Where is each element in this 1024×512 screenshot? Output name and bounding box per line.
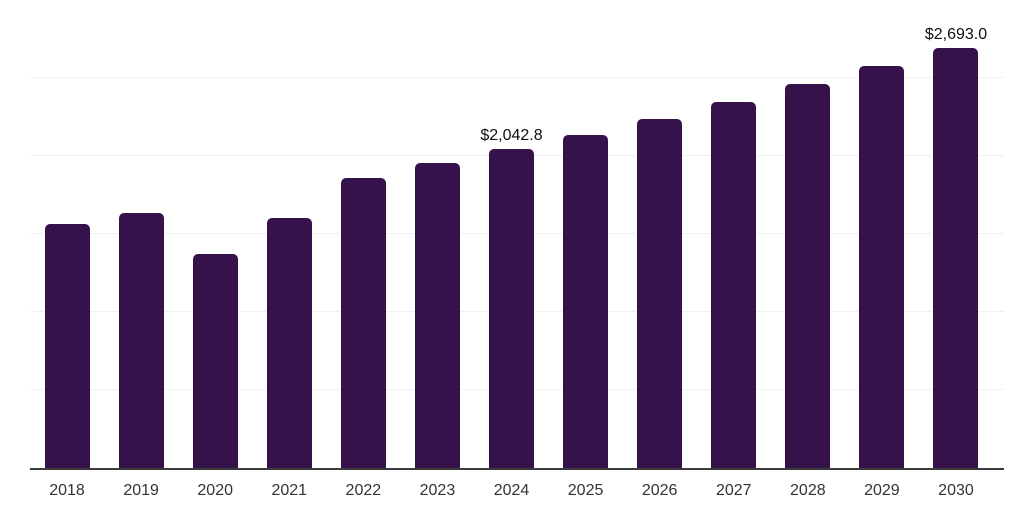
- bar-column-2019: [104, 0, 178, 468]
- bar-2020: [192, 253, 238, 468]
- x-tick-label-2023: 2023: [419, 482, 456, 499]
- x-tick-label-2021: 2021: [271, 482, 308, 499]
- x-tick-label-2022: 2022: [345, 482, 382, 499]
- x-tick-label-2018: 2018: [49, 482, 85, 499]
- x-tick-label-2030: 2030: [938, 482, 974, 499]
- bar-2026: [637, 119, 683, 468]
- x-tick-label-2019: 2019: [123, 482, 159, 499]
- bar-value-label-2024: $2,042.8: [480, 127, 543, 145]
- bar-2030: $2,693.0: [925, 26, 987, 468]
- bar-2025: [563, 134, 609, 468]
- bar-2029: [859, 66, 905, 468]
- bar-column-2024: $2,042.8: [474, 0, 548, 468]
- bar-2027: [711, 102, 757, 468]
- bar-2019: [118, 212, 164, 468]
- bar-column-2020: [178, 0, 252, 468]
- bar-2021: [266, 217, 312, 468]
- x-tick-label-2026: 2026: [641, 482, 678, 499]
- bar-2028: [785, 83, 831, 468]
- bar-2022: [340, 178, 386, 468]
- bar-column-2030: $2,693.0: [919, 0, 993, 468]
- x-tick-label-2020: 2020: [197, 482, 233, 499]
- bar-column-2028: [771, 0, 845, 468]
- x-tick-label-2029: 2029: [864, 482, 900, 499]
- bar-column-2029: [845, 0, 919, 468]
- x-tick-label-2028: 2028: [790, 482, 826, 499]
- plot-area: $2,042.8 $2,693.0: [30, 0, 1004, 470]
- bar-column-2025: [549, 0, 623, 468]
- bar-column-2023: [400, 0, 474, 468]
- x-tick-label-2025: 2025: [567, 482, 604, 499]
- bar-value-label-2030: $2,693.0: [924, 25, 988, 43]
- bar-column-2022: [326, 0, 400, 468]
- bar-column-2026: [623, 0, 697, 468]
- x-axis: 2018 2019 2020 2021 2022 2023 2024 2025 2026 2027…: [30, 472, 993, 500]
- bar-2024: $2,042.8: [480, 127, 543, 468]
- gridline-2500: [30, 77, 1004, 78]
- x-tick-label-2027: 2027: [715, 482, 752, 499]
- bar-column-2021: [252, 0, 326, 468]
- bars: $2,042.8 $2,693.0: [30, 0, 993, 468]
- bar-2018: [44, 224, 90, 468]
- bar-2023: [414, 163, 460, 468]
- bar-column-2027: [697, 0, 771, 468]
- bar-column-2018: [30, 0, 104, 468]
- x-tick-label-2024: 2024: [493, 482, 530, 499]
